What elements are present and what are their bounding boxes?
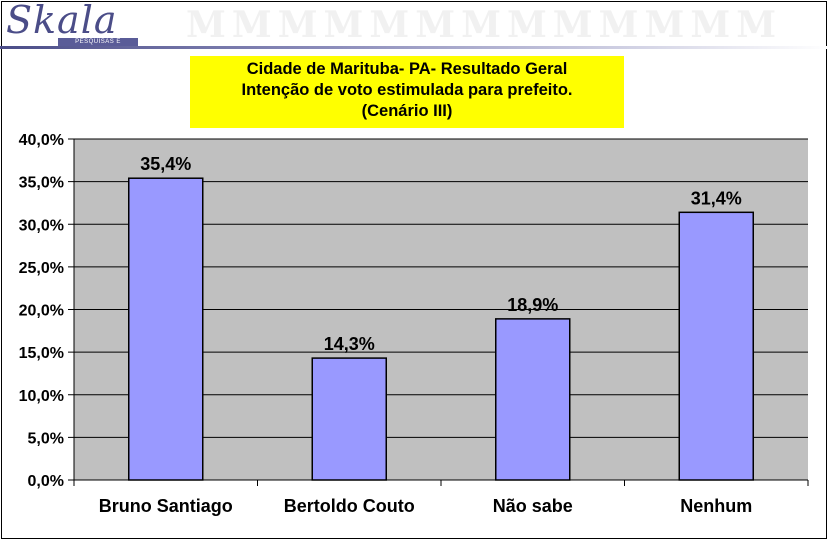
category-label: Não sabe (493, 496, 573, 516)
y-tick-label: 10,0% (19, 388, 64, 405)
logo-tagline: PESQUISAS E EVENTOS (58, 38, 138, 54)
y-tick-label: 0,0% (28, 473, 64, 490)
header-rule (0, 46, 830, 49)
category-label: Bruno Santiago (99, 496, 233, 516)
chart-title-line-1: Cidade de Marituba- PA- Resultado Geral (246, 60, 568, 78)
bar (495, 318, 571, 481)
y-tick-label: 30,0% (19, 217, 64, 234)
header-watermark: MMMMMMMMMMMMMM (186, 4, 776, 44)
y-tick-label: 25,0% (19, 260, 64, 277)
data-label: 18,9% (507, 295, 558, 315)
category-label: Bertoldo Couto (284, 496, 415, 516)
data-label: 35,4% (140, 154, 191, 174)
skala-logo: Skala PESQUISAS E EVENTOS (6, 0, 138, 54)
data-label: 31,4% (691, 188, 742, 208)
chart-title-line-2: Intenção de voto estimulada para prefeit… (241, 81, 573, 99)
y-tick-label: 5,0% (28, 430, 64, 447)
bar (128, 177, 204, 481)
category-label: Nenhum (680, 496, 752, 516)
chart-title-line-3: (Cenário III) (361, 102, 453, 120)
data-label: 14,3% (324, 334, 375, 354)
logo-name: Skala (6, 0, 118, 42)
bar (311, 357, 387, 481)
y-tick-label: 20,0% (19, 303, 64, 320)
bar (678, 211, 754, 481)
y-tick-label: 15,0% (19, 345, 64, 362)
y-tick-label: 40,0% (19, 132, 64, 149)
y-tick-label: 35,0% (19, 175, 64, 192)
chart-title: Cidade de Marituba- PA- Resultado Geral … (190, 56, 624, 128)
